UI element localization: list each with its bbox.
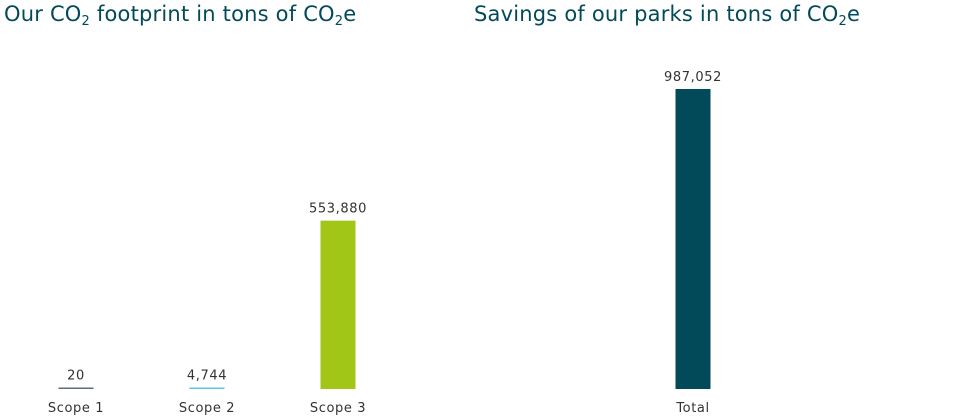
category-label-scope-2: Scope 2 (179, 401, 235, 416)
category-label-total: Total (675, 401, 709, 416)
title-footprint-suffix: footprint in tons of CO (90, 2, 335, 26)
value-label-scope-2: 4,744 (187, 369, 227, 384)
bar-scope-1[interactable] (58, 387, 94, 390)
value-label-total: 987,052 (664, 70, 722, 85)
chart-group-0: 20 Scope 1 4,744 Scope 2 553,880 Scope 3 (48, 202, 367, 416)
chart-group-1: 987,052 Total (664, 70, 722, 416)
value-label-scope-3: 553,880 (309, 202, 367, 217)
title-footprint-suffix-2: e (343, 2, 357, 26)
title-footprint-subscript-2: 2 (334, 14, 344, 29)
title-footprint-subscript: 2 (81, 14, 91, 29)
category-label-scope-3: Scope 3 (310, 401, 366, 416)
chart-title-footprint: Our CO2 footprint in tons of CO2e (4, 0, 356, 28)
title-savings-suffix: e (846, 2, 861, 26)
title-footprint-prefix: Our CO (4, 2, 82, 26)
chart-title-savings: Savings of our parks in tons of CO2e (474, 0, 860, 28)
title-savings-subscript: 2 (838, 14, 847, 29)
bar-total[interactable] (675, 89, 711, 389)
category-label-scope-1: Scope 1 (48, 401, 104, 416)
bar-scope-3[interactable] (320, 220, 356, 389)
title-savings-prefix: Savings of our parks in tons of CO (474, 2, 839, 26)
value-label-scope-1: 20 (67, 369, 85, 384)
bar-scope-2[interactable] (189, 387, 225, 390)
